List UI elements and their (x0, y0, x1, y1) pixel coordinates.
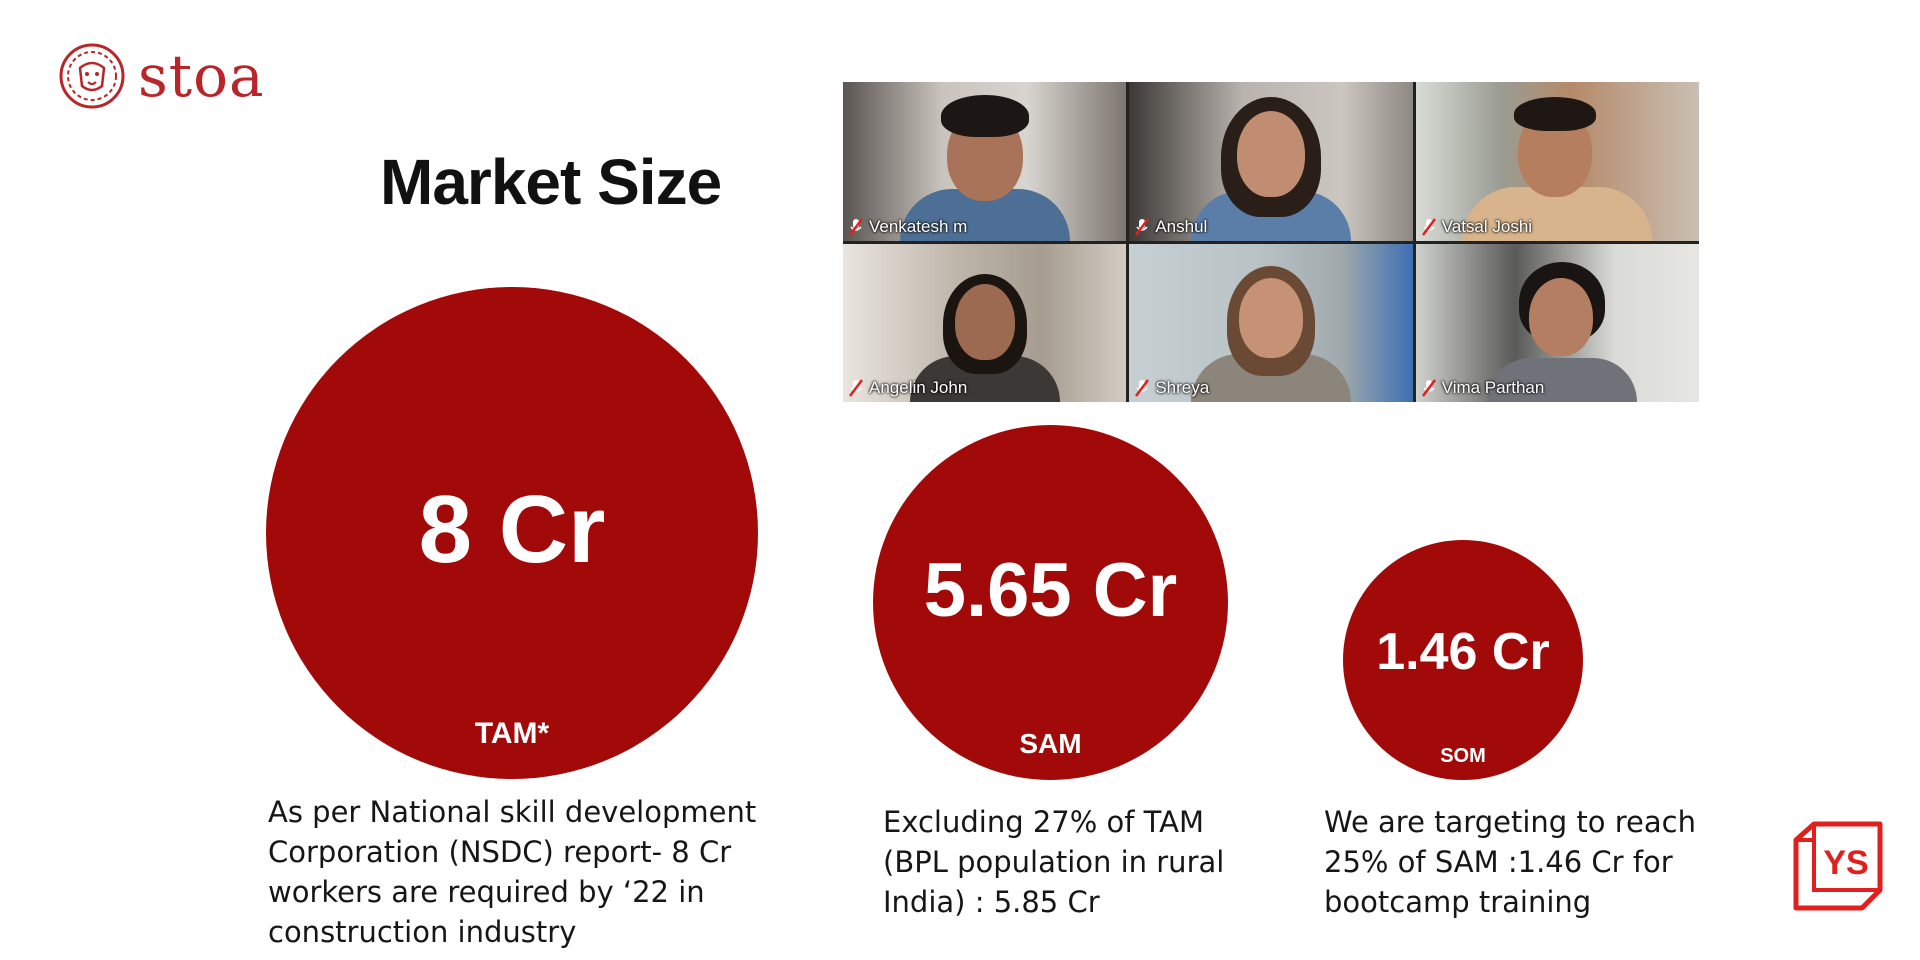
som-label: SOM (1440, 745, 1486, 767)
som-circle: 1.46 Cr SOM (1343, 540, 1583, 780)
participant-name-tag: Anshul (1135, 217, 1207, 237)
participant-name-tag: Shreya (1135, 378, 1209, 398)
participant-tile[interactable]: Vatsal Joshi (1415, 82, 1699, 241)
video-call-grid: Venkatesh m Anshul Vatsal Joshi (843, 82, 1699, 402)
mic-muted-icon (1135, 217, 1150, 236)
mic-muted-icon (849, 217, 863, 236)
sam-description: Excluding 27% of TAM (BPL population in … (883, 805, 1225, 919)
ys-logo-icon: YS (1793, 821, 1883, 911)
tam-description: As per National skill development Corpor… (268, 795, 757, 949)
tam-value: 8 Cr (418, 476, 606, 583)
participant-tile[interactable]: Anshul (1129, 82, 1413, 241)
mic-muted-icon (1421, 379, 1436, 397)
tam-circle: 8 Cr TAM* (266, 287, 758, 779)
participant-name-tag: Venkatesh m (849, 217, 967, 237)
sam-circle: 5.65 Cr SAM (873, 425, 1228, 780)
lion-icon (59, 43, 125, 109)
participant-name-tag: Vima Parthan (1421, 378, 1544, 398)
slide-title: Market Size (380, 146, 722, 218)
participant-tile[interactable]: Angelin John (843, 243, 1127, 402)
mic-muted-icon (1421, 217, 1436, 236)
tam-label: TAM* (474, 717, 550, 750)
participant-tile[interactable]: Venkatesh m (843, 82, 1127, 241)
ys-logo-text: YS (1823, 844, 1868, 882)
participant-name-tag: Vatsal Joshi (1421, 217, 1532, 237)
sam-label: SAM (1019, 728, 1082, 759)
participant-tile[interactable]: Shreya (1129, 243, 1413, 402)
som-value: 1.46 Cr (1376, 623, 1550, 681)
participant-name-tag: Angelin John (849, 378, 967, 398)
stoa-logo: stoa (58, 42, 265, 110)
mic-muted-icon (1135, 379, 1150, 397)
brand-name: stoa (138, 42, 265, 110)
mic-muted-icon (849, 379, 863, 397)
som-description: We are targeting to reach 25% of SAM :1.… (1324, 805, 1696, 919)
participant-tile[interactable]: Vima Parthan (1415, 243, 1699, 402)
sam-value: 5.65 Cr (923, 548, 1178, 633)
